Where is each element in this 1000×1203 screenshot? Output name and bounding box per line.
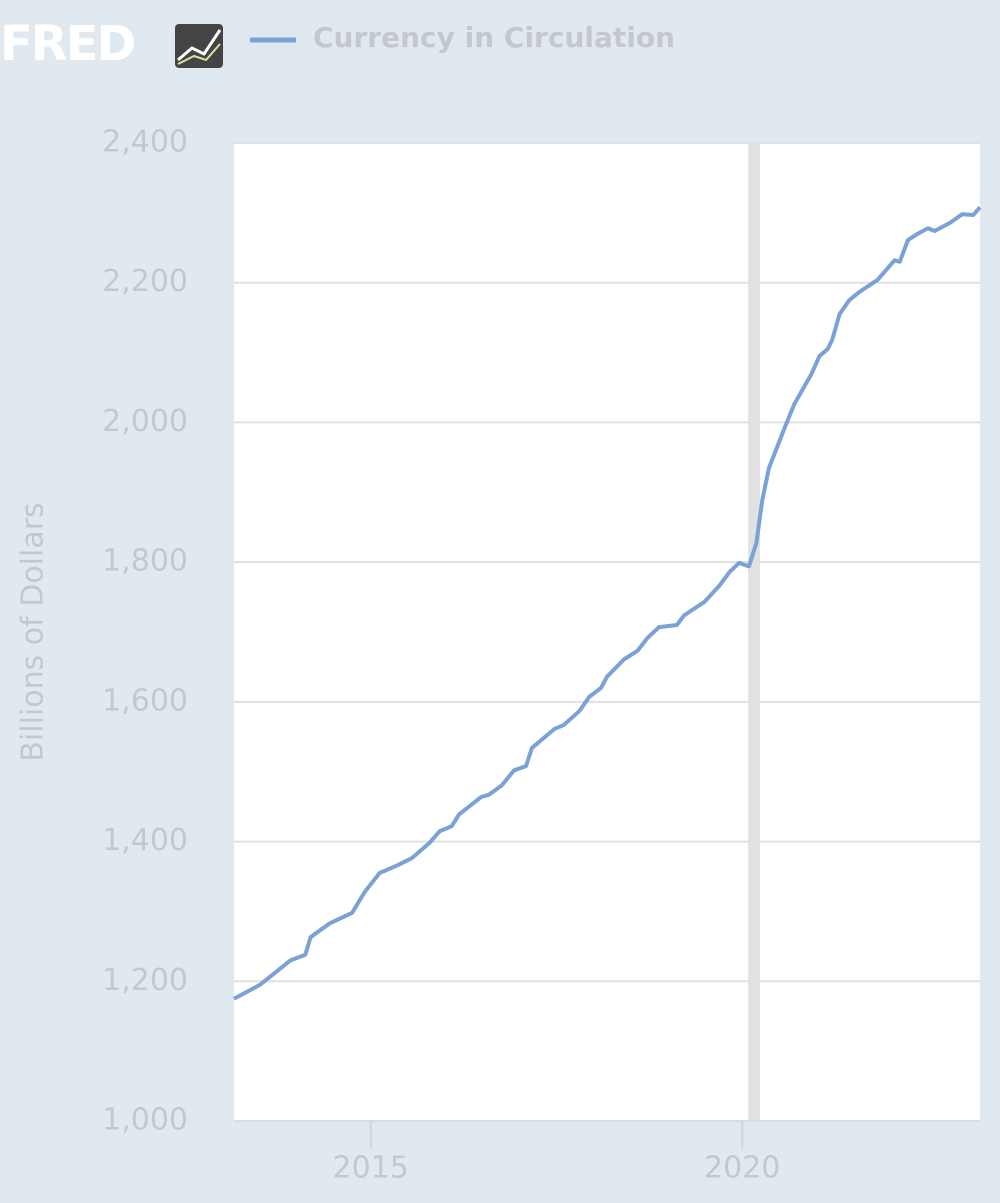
y-tick-label: 1,600 [102,683,188,718]
legend-label: Currency in Circulation [313,21,675,54]
logo-icon [175,24,223,68]
recession-band [748,143,761,1121]
y-tick-label: 1,200 [102,963,188,998]
y-tick-label: 2,200 [102,264,188,299]
y-tick-label: 1,000 [102,1103,188,1138]
y-tick-label: 2,400 [102,125,188,160]
data-line [233,205,982,1001]
y-tick-label: 1,400 [102,823,188,858]
y-axis-label: Billions of Dollars [16,502,51,761]
x-tick-label: 2015 [333,1151,409,1186]
plot-area [234,143,980,1121]
logo: FRED [0,16,135,72]
y-tick-label: 1,800 [102,544,188,579]
y-tick-label: 2,000 [102,404,188,439]
x-tick-label: 2020 [704,1151,780,1186]
